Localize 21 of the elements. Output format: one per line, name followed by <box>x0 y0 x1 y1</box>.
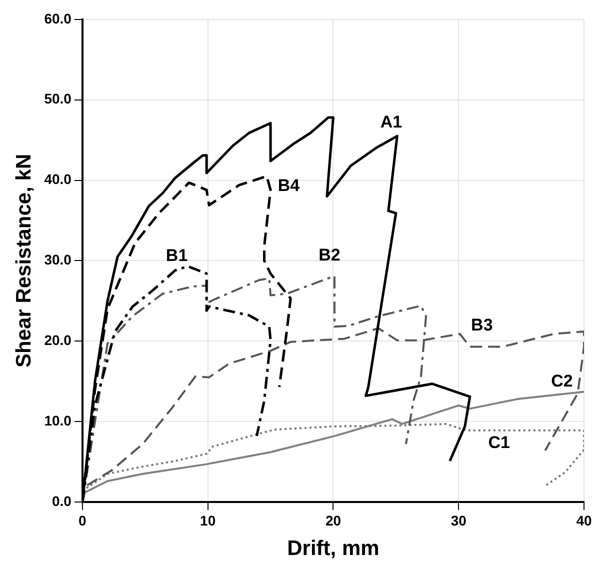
y-tick-label: 10.0 <box>44 412 72 428</box>
x-tick-label: 0 <box>78 512 87 528</box>
series-label: B3 <box>471 315 493 334</box>
series-label: A1 <box>380 112 402 132</box>
series-label: B1 <box>166 246 188 266</box>
x-tick-label: 40 <box>576 512 592 528</box>
y-tick-label: 50.0 <box>44 90 72 107</box>
y-tick-label: 20.0 <box>44 332 72 348</box>
y-tick-label: 0.0 <box>52 492 72 509</box>
x-axis-title: Drift, mm <box>287 537 380 560</box>
y-axis-title: Shear Resistance, kN <box>12 154 36 368</box>
x-tick-label: 30 <box>450 512 467 528</box>
y-tick-label: 30.0 <box>44 252 72 268</box>
y-tick-label: 40.0 <box>44 171 72 188</box>
series-label: C1 <box>488 433 510 452</box>
series-label: C2 <box>551 371 573 390</box>
y-tick-label: 60.0 <box>44 10 72 26</box>
x-tick-label: 20 <box>325 512 342 528</box>
x-tick-label: 10 <box>200 512 216 528</box>
series-label: B4 <box>278 176 300 195</box>
series-label: B2 <box>318 246 340 265</box>
